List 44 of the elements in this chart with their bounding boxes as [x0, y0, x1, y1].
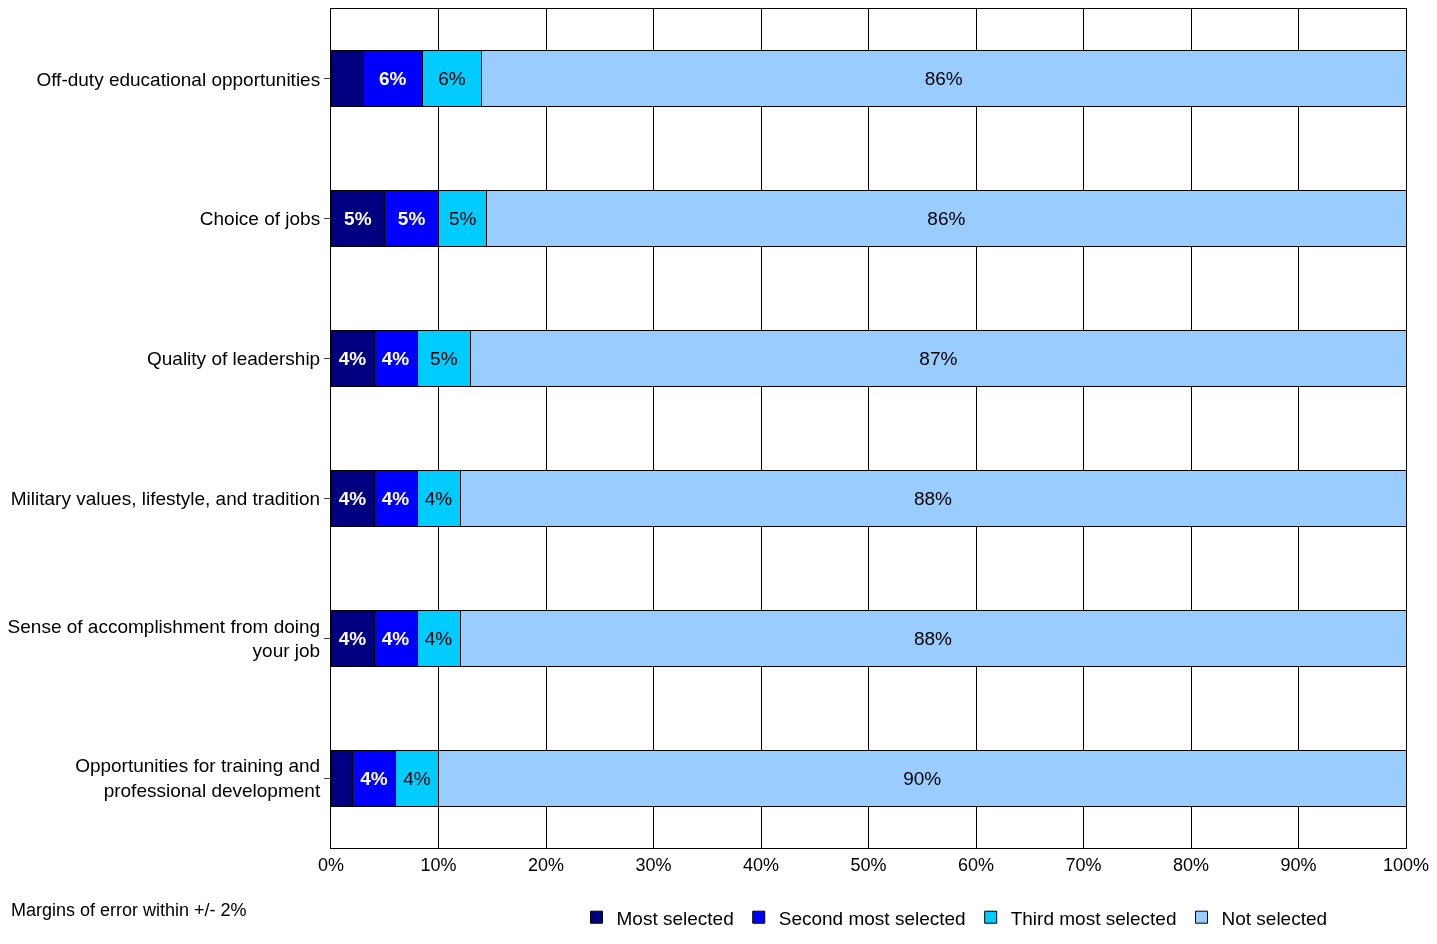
legend-label: Not selected: [1221, 907, 1328, 929]
x-tick-label: 90%: [1280, 854, 1317, 875]
legend-label: Most selected: [616, 907, 734, 929]
data-label: 87%: [919, 348, 958, 370]
data-label: 4%: [381, 487, 410, 509]
y-tick-label: Choice of jobs: [199, 208, 321, 230]
legend-label: Third most selected: [1010, 907, 1177, 929]
data-label: 86%: [924, 68, 963, 90]
data-label: 4%: [403, 767, 431, 789]
x-tick-label: 20%: [527, 854, 565, 875]
x-tick-label: 30%: [635, 854, 672, 875]
x-tick-label: 10%: [420, 854, 457, 875]
data-label: 4%: [360, 767, 388, 789]
x-tick-label: 80%: [1172, 854, 1210, 875]
data-label: 5%: [344, 208, 372, 230]
data-label: 86%: [927, 208, 966, 230]
data-label: 5%: [430, 348, 458, 370]
data-label: 4%: [424, 627, 453, 649]
data-label: 4%: [381, 627, 410, 649]
data-label: 5%: [397, 208, 426, 230]
data-label: 4%: [338, 348, 367, 370]
y-tick-label: Quality of leadership: [146, 348, 321, 370]
y-tick-label: Sense of accomplishment from doing your job: [7, 615, 321, 662]
y-tick-label: Opportunities for training and professional development: [75, 755, 321, 802]
y-tick-label: Military values, lifestyle, and tradition: [10, 488, 321, 510]
x-tick-label: 60%: [957, 854, 995, 875]
x-tick-label: 100%: [1382, 854, 1430, 875]
data-label: 6%: [438, 68, 466, 90]
x-tick-label: 50%: [850, 854, 887, 875]
data-label: 4%: [338, 627, 367, 649]
data-label: 88%: [913, 627, 953, 649]
data-label: 4%: [424, 487, 453, 509]
x-tick-label: 70%: [1065, 854, 1102, 875]
legend-label: Second most selected: [778, 907, 966, 929]
data-label: 4%: [381, 348, 410, 370]
data-label: 5%: [448, 208, 477, 230]
data-label: 90%: [903, 767, 942, 789]
y-tick-label: Off-duty educational opportunities: [36, 68, 321, 90]
text: Margins of error within +/- 2%: [11, 900, 247, 920]
data-label: 6%: [379, 68, 407, 90]
data-label: 4%: [338, 487, 367, 509]
x-tick-label: 40%: [742, 854, 780, 875]
data-label: 88%: [913, 487, 953, 509]
x-tick-label: 0%: [317, 854, 345, 875]
